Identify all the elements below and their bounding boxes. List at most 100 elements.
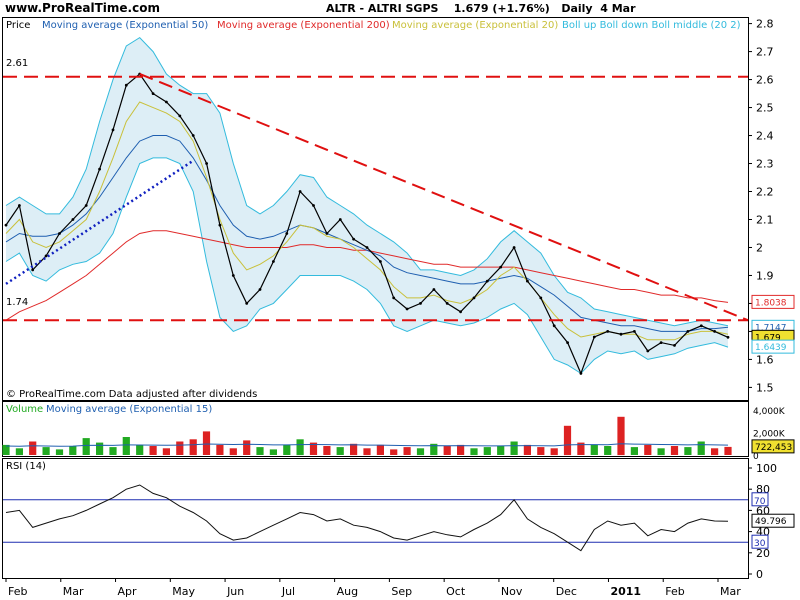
price-tick-label: 2.8 [756,18,774,31]
price-point [619,332,623,336]
rsi-panel [2,458,749,579]
price-point [526,279,529,283]
price-point [459,310,462,314]
price-tick-label: 2.3 [756,158,774,171]
volume-bar [430,443,438,456]
price-point [633,330,636,333]
tag-volume: 722,453 [755,443,792,453]
x-tick-label: Feb [665,585,684,598]
volume-bar [590,444,598,455]
volume-bar [670,446,679,455]
price-tick-label: 1.9 [756,269,774,282]
trendlines [3,73,749,322]
volume-bar [684,447,692,455]
volume-bar [697,441,705,455]
volume-bar [69,446,77,455]
level-label-high: 2.61 [6,58,28,69]
volume-ema-line [5,443,729,447]
price-point [552,324,556,328]
volume-bar [149,446,157,455]
x-tick-label: Nov [501,585,523,598]
price-point [111,128,115,132]
volume-bar [363,448,371,456]
volume-bar [724,446,732,455]
rsi-tick-label: 20 [756,547,770,560]
price-point [18,204,21,207]
legend-volume-ema: Moving average (Exponential 15) [46,404,212,415]
price-tick-label: 1.6 [756,353,774,366]
x-tick-label: Oct [446,585,466,598]
price-point [231,274,235,277]
bollinger-band-fill [5,36,729,375]
tag-ema200-box [751,294,795,309]
price-point [432,288,436,291]
volume-bar [15,448,23,456]
price-tick-label: 2 [756,241,763,254]
legend-price: Price [6,20,30,31]
volume-bar [470,448,478,456]
price-point [365,246,369,249]
x-axis-labels: Feb Mar Apr May Jun Jul Aug Sep Oct Nov Dec 2011 Feb… [5,578,741,598]
price-point [325,232,329,235]
x-tick-label: Aug [337,585,358,598]
price-point [4,223,8,227]
price-point [84,204,88,207]
price-point [579,372,583,375]
volume-bar [550,448,558,456]
price-point [258,288,262,291]
price-point [31,268,35,272]
legend-bollinger: Boll up Boll down Boll middle (20 2) [562,20,741,31]
price-tick-label: 2.7 [756,46,774,59]
volume-bar [136,444,144,455]
tag-boll-lower-box [751,339,795,354]
volume-bar [563,425,572,456]
price-point [178,114,182,118]
rsi-line [3,484,748,552]
tag-ema50: 1.7147 [755,323,787,333]
volume-bar [269,449,277,455]
volume-bar [109,447,117,455]
legend-volume: Volume [6,404,43,415]
price-tick-label: 1.5 [756,381,774,394]
price-point [405,307,409,311]
price-point [512,246,516,249]
volume-tick-label: 0 [753,452,759,462]
volume-bar [29,441,37,455]
legend-rsi: RSI (14) [6,461,46,472]
price-tick-label: 2.5 [756,102,774,115]
volume-bar [176,441,184,455]
rsi-level-tag: 70 [754,497,766,507]
bollinger-lower-line [5,157,729,375]
chart-title: ALTR - ALTRI SGPS 1.679 (+1.76%) Daily 4… [326,2,636,15]
tag-rsi-box [751,513,795,528]
price-point [539,296,543,300]
x-tick-label: Mar [720,585,741,598]
volume-bar [202,431,211,455]
legend-ema200: Moving average (Exponential 200) [217,20,390,31]
x-tick-label: Jun [226,585,244,598]
price-point [499,265,503,269]
price-tick-label: 2.1 [756,213,774,226]
tag-boll-lower: 1.6439 [755,343,787,353]
volume-bar [617,416,625,456]
volume-bar [604,446,612,455]
volume-bar [577,442,585,455]
header-bar: www.ProRealTime.com ALTR - ALTRI SGPS 1.… [0,0,800,18]
volume-bar [2,444,10,455]
volume-bar [537,447,545,455]
volume-bar [443,446,451,455]
volume-bar [82,438,90,455]
volume-bar [336,447,344,455]
volume-bar [256,447,264,455]
tag-volume-box [751,439,795,454]
price-point [312,204,315,207]
price-point [379,260,382,263]
rsi-level-tag-box [751,492,769,507]
price-point [124,83,128,87]
period: Daily 4 Mar [561,2,636,15]
price-point [699,324,703,328]
price-point [659,341,663,344]
site-name: www.ProRealTime.com [5,1,160,15]
